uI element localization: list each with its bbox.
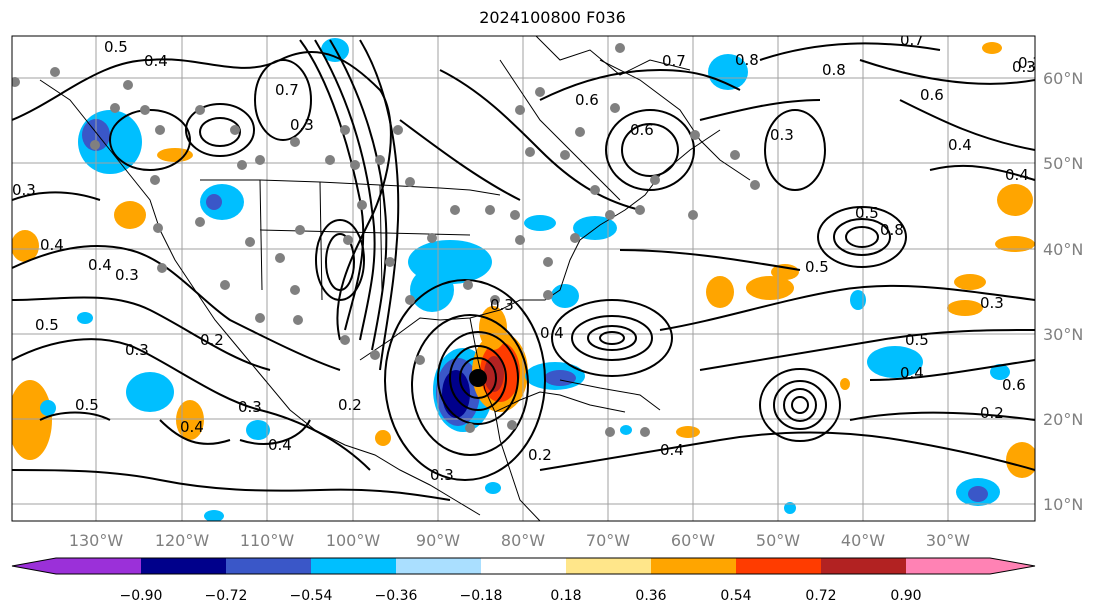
longitude-label: 90°W [416,531,460,550]
contour-label: 0.4 [144,52,168,70]
latitude-label: 60°N [1043,69,1083,88]
colorbar-tick-label: −0.72 [205,588,248,604]
colorbar-extend-low [12,558,56,574]
contour-label: 0.7 [662,52,686,70]
colorbar-segment [396,558,481,574]
coastlines [39,36,751,521]
colorbar-ticks: −0.90 −0.72 −0.54 −0.36 −0.18 0.18 0.36 … [120,588,922,604]
contour-label: 0.3 [115,266,139,284]
cyclone-center-marker [469,369,487,387]
colorbar-segments [56,558,990,574]
contour-label: 0.4 [180,418,204,436]
contour-label: 0.4 [948,136,972,154]
latitude-label: 20°N [1043,410,1083,429]
colorbar-tick-label: 0.36 [635,588,666,604]
contour-label: 0.3 [1018,54,1042,72]
contour-label: 0.3 [12,181,36,199]
contour-label: 0.3 [125,341,149,359]
map-content: 0.4 0.5 0.7 0.8 0.6 0.7 0.8 0.7 0.3 0.3 … [12,31,1042,521]
shaded-anomaly-regions [12,38,1035,521]
latitude-label: 50°N [1043,154,1083,173]
longitude-label: 110°W [240,531,295,550]
contour-label: 0.6 [920,86,944,104]
latitude-axis: 60°N 50°N 40°N 30°N 20°N 10°N [1043,69,1083,514]
colorbar-segment [226,558,311,574]
colorbar-tick-label: −0.54 [290,588,333,604]
colorbar-segment [906,558,990,574]
colorbar-outline [11,557,1036,575]
latitude-label: 40°N [1043,240,1083,259]
contour-label-group: 0.4 0.5 0.7 0.8 0.6 0.7 0.8 0.7 0.3 0.3 … [12,31,1042,484]
contour-label: 0.8 [735,51,759,69]
colorbar-tick-label: 0.72 [805,588,836,604]
contour-label: 0.4 [1005,166,1029,184]
colorbar: −0.90 −0.72 −0.54 −0.36 −0.18 0.18 0.36 … [11,557,1036,604]
contour-label: 0.4 [900,364,924,382]
contour-label: 0.3 [1012,58,1036,76]
contour-label: 0.3 [238,398,262,416]
contour-label: 0.6 [1002,376,1026,394]
gridlines [12,36,1035,521]
colorbar-tick-label: −0.36 [375,588,418,604]
contour-label: 0.4 [88,256,112,274]
contour-label: 0.2 [528,446,552,464]
plot-frame [11,35,1036,522]
contour-label: 0.4 [540,324,564,342]
contour-label: 0.2 [338,396,362,414]
contour-label: 0.5 [75,396,99,414]
contour-label: 0.4 [268,436,292,454]
contour-label: 0.8 [880,221,904,239]
longitude-label: 100°W [326,531,381,550]
colorbar-segment [56,558,141,574]
contour-label: 0.5 [35,316,59,334]
contour-label: 0.3 [980,294,1004,312]
contour-label: 0.3 [770,126,794,144]
latitude-label: 10°N [1043,495,1083,514]
colorbar-segment [651,558,736,574]
longitude-axis: 130°W 120°W 110°W 100°W 90°W 80°W 70°W 6… [69,531,970,550]
colorbar-tick-label: 0.90 [890,588,921,604]
longitude-label: 70°W [586,531,630,550]
longitude-label: 80°W [501,531,545,550]
contour-label: 0.4 [660,441,684,459]
colorbar-tick-label: 0.54 [720,588,751,604]
map-title: 2024100800 F036 [479,8,626,27]
contour-lines [12,39,1035,501]
colorbar-tick-label: −0.18 [460,588,503,604]
colorbar-tick-label: 0.18 [550,588,581,604]
longitude-label: 30°W [926,531,970,550]
colorbar-segment [141,558,226,574]
colorbar-extend-high [990,558,1035,574]
longitude-label: 130°W [69,531,124,550]
colorbar-segment [566,558,651,574]
contour-label: 0.5 [855,204,879,222]
contour-label: 0.5 [104,38,128,56]
colorbar-tick-label: −0.90 [120,588,163,604]
colorbar-segment [481,558,566,574]
contour-label: 0.6 [630,121,654,139]
contour-label: 0.4 [40,236,64,254]
contour-label: 0.7 [275,81,299,99]
contour-label: 0.5 [805,258,829,276]
contour-label: 0.5 [905,331,929,349]
station-dots [12,43,760,437]
contour-label: 0.6 [575,91,599,109]
longitude-label: 40°W [841,531,885,550]
contour-label: 0.3 [290,116,314,134]
longitude-label: 50°W [756,531,800,550]
longitude-label: 60°W [671,531,715,550]
contour-label: 0.2 [980,404,1004,422]
contour-label: 0.3 [430,466,454,484]
contour-label: 0.3 [490,296,514,314]
colorbar-segment [736,558,821,574]
longitude-label: 120°W [155,531,210,550]
contour-label: 0.2 [200,331,224,349]
colorbar-segment [311,558,396,574]
latitude-label: 30°N [1043,325,1083,344]
contour-label: 0.7 [900,31,924,49]
colorbar-segment [821,558,906,574]
contour-label: 0.8 [822,61,846,79]
